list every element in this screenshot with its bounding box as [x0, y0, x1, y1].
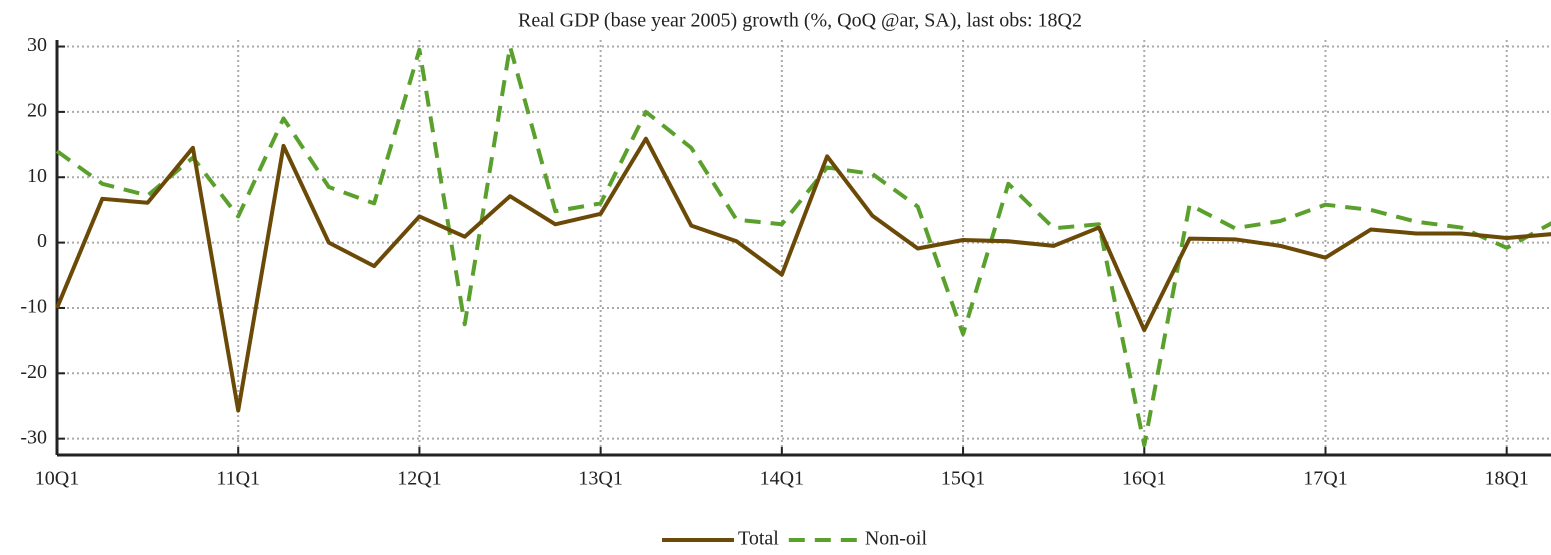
chart-title: Real GDP (base year 2005) growth (%, QoQ…: [518, 10, 1082, 32]
x-tick-label: 10Q1: [35, 468, 79, 490]
x-tick-label: 17Q1: [1303, 468, 1347, 490]
x-tick-label: 12Q1: [397, 468, 441, 490]
y-tick-label: 0: [37, 230, 47, 252]
legend-label: Total: [738, 528, 779, 550]
legend-label: Non-oil: [865, 528, 928, 550]
x-tick-label: 18Q1: [1484, 468, 1528, 490]
y-tick-label: -20: [20, 361, 47, 383]
y-tick-label: 20: [27, 99, 47, 121]
x-tick-label: 13Q1: [578, 468, 622, 490]
series-line: [55, 136, 1551, 413]
y-tick-label: -30: [20, 426, 47, 448]
x-tick-label: 14Q1: [760, 468, 804, 490]
y-tick-label: 10: [27, 165, 47, 187]
series-line: [55, 44, 1551, 448]
x-tick-label: 11Q1: [216, 468, 260, 490]
x-tick-label: 15Q1: [941, 468, 985, 490]
y-tick-label: -10: [20, 296, 47, 318]
y-tick-label: 30: [27, 34, 47, 56]
x-tick-label: 16Q1: [1122, 468, 1166, 490]
